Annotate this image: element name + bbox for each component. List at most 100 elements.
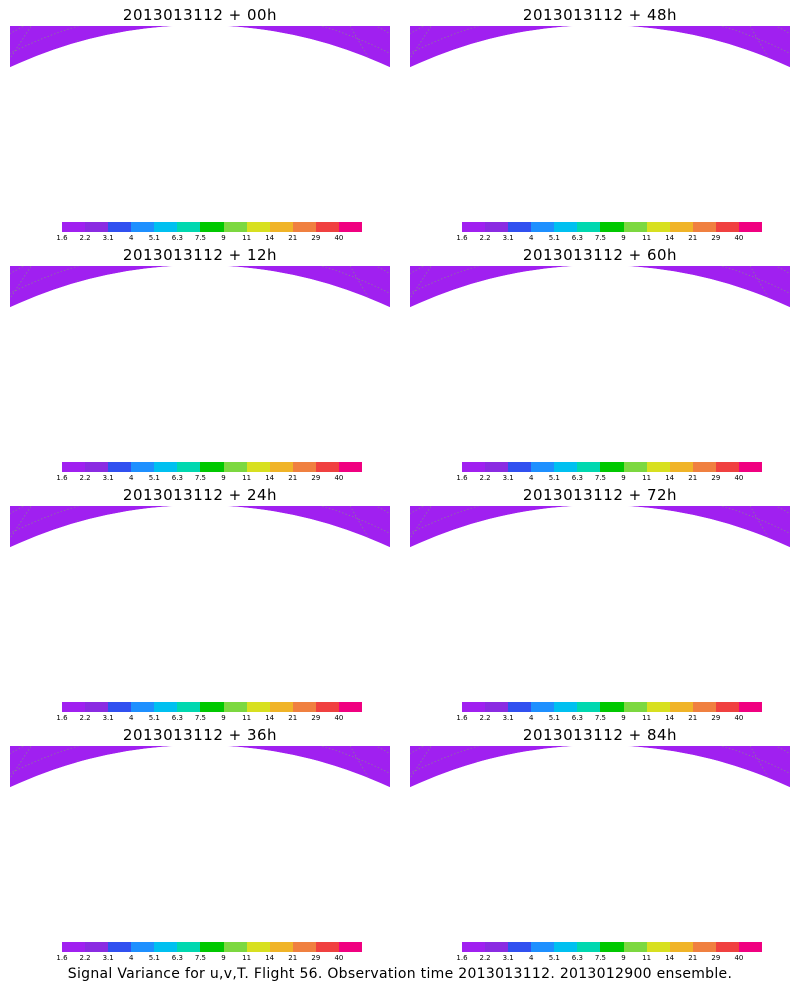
variance-contour xyxy=(167,84,203,108)
colorbar-swatch xyxy=(554,222,578,232)
variance-contour xyxy=(580,621,671,681)
panel-title: 2013013112 + 60h xyxy=(522,246,678,264)
colorbar-swatch xyxy=(485,702,509,712)
variance-contour xyxy=(583,143,668,199)
colorbar-swatch xyxy=(462,462,486,472)
map-panel: 2013013112 + 84h 1.6 2.2 3.1 4 5.1 6.3 7.5 9 11 14… xyxy=(400,720,800,962)
colorbar-swatch xyxy=(600,222,624,232)
variance-contour xyxy=(535,316,685,361)
colorbar-label: 5.1 xyxy=(148,954,160,962)
variance-contour xyxy=(536,63,634,121)
colorbar-swatch xyxy=(292,222,316,232)
colorbar-label: 14 xyxy=(665,234,675,242)
longitude-line xyxy=(552,544,569,601)
variance-contour xyxy=(566,97,654,121)
variance-contour xyxy=(564,82,606,110)
variance-contour xyxy=(614,884,636,899)
colorbar-swatch xyxy=(315,462,339,472)
colorbar xyxy=(62,222,363,232)
variance-contour xyxy=(212,642,239,660)
variance-contour xyxy=(571,86,599,106)
colorbar-label: 29 xyxy=(311,954,321,962)
colorbar-swatch xyxy=(223,462,247,472)
colorbar-swatch xyxy=(177,942,201,952)
colorbar-swatch xyxy=(669,942,693,952)
variance-contour xyxy=(187,111,233,121)
colorbar-swatch xyxy=(85,462,109,472)
variance-contour xyxy=(608,640,642,663)
colorbar-label: 3.1 xyxy=(102,234,114,242)
longitude-line xyxy=(662,779,694,841)
variance-contour xyxy=(662,801,678,811)
variance-contour xyxy=(648,311,692,341)
variance-contour xyxy=(568,613,681,689)
latitude-line xyxy=(410,26,790,98)
variance-contour xyxy=(659,318,681,334)
variance-contour xyxy=(261,800,279,812)
variance-contour xyxy=(153,568,267,601)
colorbar-label: 14 xyxy=(665,954,675,962)
variance-contour xyxy=(564,850,686,931)
longitude-line xyxy=(416,519,479,601)
variance-contour xyxy=(593,595,627,601)
colorbar-label: 1.6 xyxy=(56,714,68,722)
variance-contour xyxy=(206,878,244,903)
colorbar-swatch xyxy=(554,462,578,472)
colorbar-label: 40 xyxy=(734,714,744,722)
longitude-line xyxy=(410,26,437,121)
variance-contour xyxy=(655,796,685,816)
colorbar-swatch xyxy=(738,222,763,232)
variance-contour xyxy=(149,792,221,840)
variance-contour xyxy=(664,322,676,330)
colorbar-label: 7.5 xyxy=(594,954,607,962)
longitude-line xyxy=(552,304,569,361)
variance-contour xyxy=(194,870,257,912)
variance-contour xyxy=(645,309,695,343)
variance-contour xyxy=(652,794,688,818)
colorbar-swatch xyxy=(600,702,624,712)
variance-contour xyxy=(570,854,681,928)
colorbar-label: 14 xyxy=(265,234,275,242)
variance-contour xyxy=(198,633,251,668)
colorbar-swatch xyxy=(108,222,132,232)
coastline xyxy=(131,59,366,121)
colorbar-label: 2.2 xyxy=(79,474,91,482)
colorbar-swatch xyxy=(108,702,132,712)
map-panel: 2013013112 + 48h 1.6 2.2 3.1 4 5.1 6.3 7.5 9 11 14… xyxy=(400,0,800,242)
variance-field xyxy=(10,266,390,361)
variance-contour xyxy=(603,876,647,906)
colorbar-label: 11 xyxy=(242,714,252,722)
variance-contour xyxy=(595,151,655,191)
signal-variance-map xyxy=(410,266,790,361)
longitude-line xyxy=(662,299,694,361)
colorbar-label: 29 xyxy=(311,714,321,722)
variance-contour xyxy=(204,397,247,426)
colorbar-swatch xyxy=(131,702,155,712)
colorbar-swatch xyxy=(715,942,739,952)
longitude-line xyxy=(707,285,762,361)
colorbar-label: 6.3 xyxy=(571,714,583,722)
variance-field xyxy=(10,746,390,841)
latitude-line xyxy=(10,266,390,338)
longitude-line xyxy=(552,784,569,841)
colorbar-swatch xyxy=(462,222,486,232)
colorbar-swatch xyxy=(531,462,555,472)
colorbar-label: 29 xyxy=(711,474,721,482)
low-variance-region xyxy=(65,346,175,361)
colorbar-label: 11 xyxy=(642,474,652,482)
low-variance-region xyxy=(425,54,515,98)
variance-contour xyxy=(546,550,624,601)
variance-contour xyxy=(645,549,695,583)
variance-contour xyxy=(169,565,201,587)
variance-contour xyxy=(658,78,682,94)
longitude-line xyxy=(83,295,123,361)
colorbar-label: 7.5 xyxy=(194,474,207,482)
colorbar-swatch xyxy=(269,942,293,952)
colorbar-labels: 1.6 2.2 3.1 4 5.1 6.3 7.5 9 11 14 21 29 40 xyxy=(56,714,362,724)
colorbar-swatch xyxy=(315,702,339,712)
variance-contour xyxy=(662,320,678,332)
colorbar-swatch xyxy=(62,462,86,472)
variance-contour xyxy=(546,803,674,841)
coastline xyxy=(531,59,766,121)
variance-contour xyxy=(559,558,611,594)
